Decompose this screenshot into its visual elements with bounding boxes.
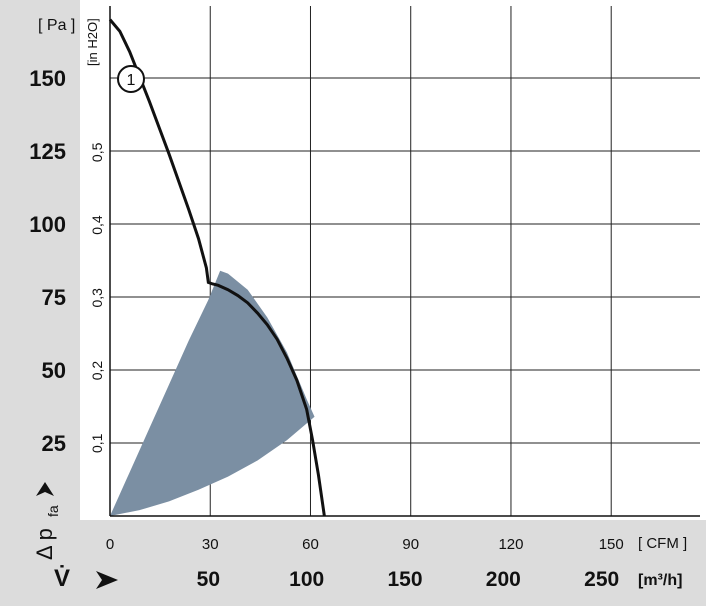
- plot-frame: [109, 6, 700, 517]
- y-tick-inh2o: 0,5: [89, 142, 105, 162]
- y-axis-symbol: Δ p: [32, 528, 57, 560]
- y-tick-inh2o: 0,2: [89, 361, 105, 381]
- y-tick-inh2o: 0,3: [89, 288, 105, 308]
- x-tick-cfm: 90: [402, 536, 419, 553]
- x-tick-m3h: 150: [387, 568, 422, 591]
- operating-area: [110, 270, 315, 516]
- x-axis-symbol: V̇: [54, 565, 70, 592]
- y-tick-pa: 75: [42, 285, 66, 310]
- axis-labels: 0 30 60 90 120 1502550751001251500,10,20,30,4…: [29, 66, 623, 591]
- x-tick-m3h: 100: [289, 568, 324, 591]
- x-tick-cfm: 150: [599, 536, 624, 553]
- y-tick-pa: 100: [29, 212, 66, 237]
- y-unit-pa: [ Pa ]: [38, 17, 75, 34]
- y-axis-subscript: fa: [45, 505, 61, 517]
- fan-curve-1: [108, 18, 326, 517]
- x-unit-m3h: [m³/h]: [638, 572, 682, 589]
- grid: [109, 6, 700, 516]
- x-tick-cfm: 0: [106, 536, 114, 553]
- y-tick-pa: 50: [42, 358, 66, 383]
- y-tick-pa: 125: [29, 139, 66, 164]
- y-axis-arrow-icon: [36, 482, 54, 496]
- x-unit-cfm: [ CFM ]: [638, 535, 687, 552]
- y-tick-pa: 150: [29, 66, 66, 91]
- curve-marker-label: 1: [127, 72, 136, 89]
- y-axis-title: Δ p fa: [32, 482, 61, 560]
- left-axis-band: [0, 0, 80, 606]
- x-tick-m3h: 50: [197, 568, 220, 591]
- y-tick-inh2o: 0,1: [89, 433, 105, 453]
- x-tick-cfm: 60: [302, 536, 319, 553]
- x-tick-cfm: 30: [202, 536, 219, 553]
- y-tick-pa: 25: [42, 431, 66, 456]
- y-tick-inh2o: 0,4: [89, 215, 105, 235]
- x-tick-cfm: 120: [498, 536, 523, 553]
- x-axis-arrow-icon: [96, 571, 118, 589]
- y-unit-inh2o: [in H2O]: [85, 18, 100, 66]
- x-tick-m3h: 250: [584, 568, 619, 591]
- curve-marker-circle: [117, 65, 145, 93]
- x-tick-m3h: 200: [486, 568, 521, 591]
- bottom-axis-band: [0, 520, 706, 606]
